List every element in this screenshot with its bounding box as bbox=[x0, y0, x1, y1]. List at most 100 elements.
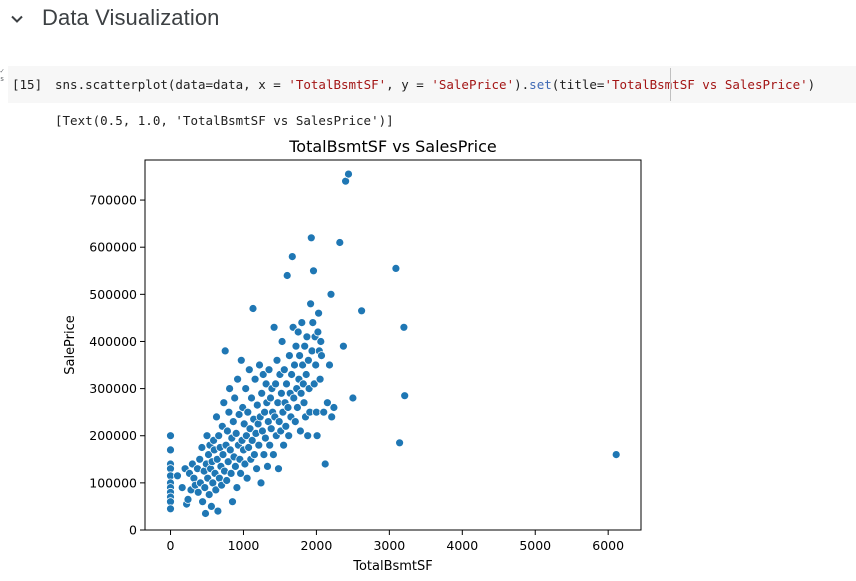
data-point bbox=[200, 483, 210, 493]
data-point bbox=[279, 440, 289, 450]
code-token: ). bbox=[514, 77, 530, 92]
chevron-down-icon[interactable] bbox=[9, 11, 25, 27]
data-point bbox=[282, 271, 292, 280]
data-point bbox=[212, 454, 222, 464]
data-point bbox=[307, 346, 317, 356]
chart-title: TotalBsmtSF vs SalesPrice bbox=[288, 137, 497, 156]
data-point bbox=[325, 360, 334, 370]
code-token: sns.scatterplot bbox=[55, 77, 168, 92]
data-point bbox=[302, 332, 312, 342]
code-token: 'TotalBsmtSF' bbox=[288, 77, 387, 92]
data-point bbox=[195, 454, 205, 464]
data-point bbox=[314, 308, 324, 318]
data-point bbox=[225, 445, 235, 455]
data-point bbox=[228, 417, 238, 427]
data-point bbox=[290, 417, 300, 427]
data-point bbox=[242, 473, 252, 483]
data-point bbox=[299, 398, 309, 408]
data-point bbox=[218, 450, 228, 460]
data-point bbox=[228, 497, 237, 507]
data-point bbox=[295, 351, 305, 361]
data-point bbox=[317, 351, 326, 361]
scatter-chart: TotalBsmtSF vs SalesPrice 0 1000 2000 3000 40… bbox=[63, 137, 642, 574]
data-point bbox=[204, 490, 214, 500]
data-point bbox=[273, 398, 283, 408]
data-point bbox=[166, 431, 175, 441]
run-status-marker: ✓ s bbox=[0, 67, 5, 83]
data-point bbox=[319, 407, 329, 417]
section-header: Data Visualization bbox=[0, 0, 856, 40]
data-point bbox=[231, 428, 241, 438]
data-point bbox=[264, 365, 274, 375]
data-point bbox=[322, 398, 332, 408]
data-point bbox=[284, 431, 294, 441]
data-point bbox=[315, 374, 325, 384]
data-point bbox=[202, 431, 212, 441]
data-point bbox=[287, 370, 297, 379]
code-cell[interactable] bbox=[8, 66, 856, 103]
y-tick-label: 500000 bbox=[89, 287, 137, 302]
data-point bbox=[357, 306, 367, 316]
data-point bbox=[292, 403, 302, 412]
data-point bbox=[166, 445, 175, 455]
data-point bbox=[329, 403, 339, 412]
x-tick-label: 2000 bbox=[301, 538, 333, 553]
data-point bbox=[290, 360, 299, 370]
data-point bbox=[230, 461, 240, 471]
data-point bbox=[255, 360, 264, 370]
y-tick-label: 300000 bbox=[89, 381, 137, 396]
code-token: 'TotalBsmtSF vs SalesPrice' bbox=[604, 77, 808, 92]
data-point bbox=[226, 468, 236, 478]
data-point bbox=[312, 431, 322, 441]
code-line[interactable]: sns.scatterplot(data=data, x = 'TotalBsm… bbox=[55, 77, 815, 92]
data-point bbox=[311, 360, 321, 370]
data-point bbox=[198, 497, 208, 507]
x-tick-label: 4000 bbox=[446, 538, 478, 553]
y-axis-label: SalePrice bbox=[63, 315, 78, 375]
data-point bbox=[245, 424, 255, 434]
data-point bbox=[259, 450, 269, 460]
execution-count: [15] bbox=[12, 77, 43, 92]
data-point bbox=[220, 346, 230, 356]
data-point bbox=[326, 289, 336, 299]
data-point bbox=[400, 391, 410, 401]
data-point bbox=[301, 370, 311, 379]
data-point bbox=[300, 341, 310, 351]
y-tick-label: 400000 bbox=[89, 334, 137, 349]
y-tick-label: 600000 bbox=[89, 240, 137, 255]
x-tick-label: 1000 bbox=[228, 538, 260, 553]
data-point bbox=[611, 450, 621, 460]
data-point bbox=[204, 450, 213, 460]
data-point bbox=[247, 393, 256, 403]
data-point bbox=[287, 252, 297, 262]
data-point bbox=[260, 407, 270, 417]
y-tick-label: 200000 bbox=[89, 428, 137, 443]
data-point bbox=[313, 327, 323, 337]
data-point bbox=[338, 341, 348, 351]
data-point bbox=[306, 233, 316, 243]
data-point bbox=[266, 393, 275, 403]
data-point bbox=[236, 468, 246, 478]
data-point bbox=[258, 370, 268, 379]
data-point bbox=[214, 431, 224, 441]
data-point bbox=[240, 459, 250, 469]
y-tick-label: 100000 bbox=[89, 475, 137, 490]
data-point bbox=[263, 461, 272, 471]
data-point bbox=[211, 485, 221, 495]
data-point bbox=[277, 337, 287, 346]
code-token: set bbox=[529, 77, 552, 92]
data-point bbox=[291, 341, 301, 351]
data-point bbox=[297, 318, 307, 328]
data-point bbox=[233, 374, 243, 384]
data-point bbox=[306, 299, 316, 309]
data-point bbox=[243, 407, 253, 417]
data-point bbox=[236, 355, 246, 365]
data-point bbox=[244, 365, 254, 375]
y-tick-label: 700000 bbox=[89, 193, 137, 208]
data-point bbox=[166, 504, 175, 514]
data-point bbox=[257, 388, 267, 398]
data-point bbox=[222, 426, 232, 436]
data-point bbox=[295, 426, 305, 436]
data-point bbox=[249, 450, 259, 460]
x-tick-label: 6000 bbox=[592, 538, 624, 553]
